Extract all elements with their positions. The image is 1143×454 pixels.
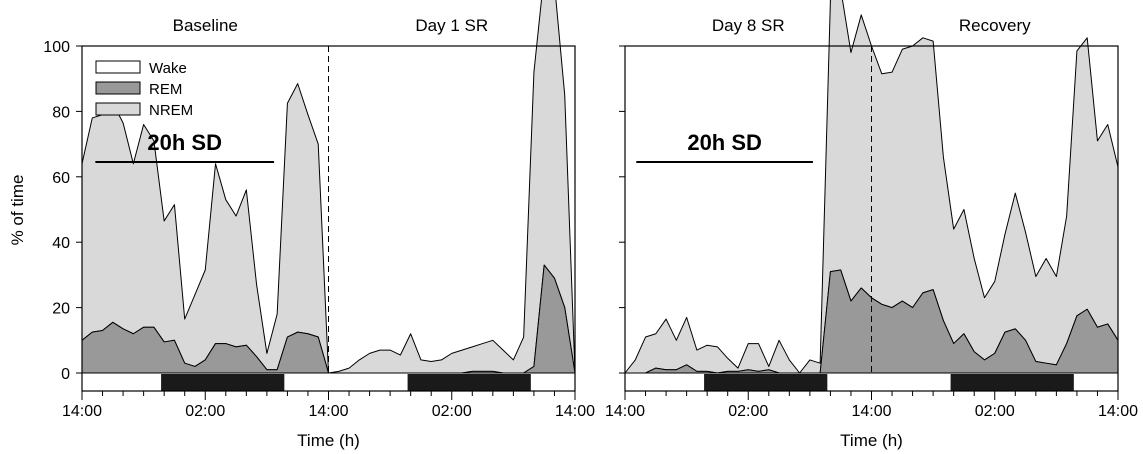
dark-period-bar: [704, 374, 828, 391]
legend-nrem-swatch: [95, 102, 141, 116]
dark-period-bar: [950, 374, 1074, 391]
period-label: Recovery: [959, 16, 1031, 35]
sd-annotation: 20h SD: [147, 130, 222, 155]
dark-period-bar: [407, 374, 531, 391]
x-tick-label: 14:00: [605, 403, 645, 420]
x-tick-label: 14:00: [851, 403, 891, 420]
period-label: Day 1 SR: [415, 16, 488, 35]
legend-wake-swatch: [95, 60, 141, 74]
y-tick-label: 40: [52, 235, 70, 252]
x-tick-label: 14:00: [1098, 403, 1138, 420]
y-tick-label: 80: [52, 104, 70, 121]
x-tick-label: 14:00: [308, 403, 348, 420]
y-tick-label: 100: [43, 39, 70, 56]
x-tick-label: 02:00: [975, 403, 1015, 420]
sd-annotation: 20h SD: [687, 130, 762, 155]
x-tick-label: 02:00: [185, 403, 225, 420]
dark-period-bar: [161, 374, 285, 391]
x-tick-label: 02:00: [728, 403, 768, 420]
x-tick-label: 14:00: [62, 403, 102, 420]
legend-rem-swatch: [95, 81, 141, 95]
x-axis-label: Time (h): [840, 431, 903, 450]
y-tick-label: 0: [61, 366, 70, 383]
x-axis-label: Time (h): [297, 431, 360, 450]
legend-wake-label: Wake: [149, 60, 187, 77]
x-tick-label: 14:00: [555, 403, 595, 420]
y-axis-label: % of time: [8, 175, 27, 246]
y-tick-label: 60: [52, 170, 70, 187]
x-tick-label: 02:00: [432, 403, 472, 420]
right-panel: Day 8 SR Recovery 14:00 02:00 14:00 02:00 14:0…: [605, 0, 1138, 450]
period-label: Day 8 SR: [712, 16, 785, 35]
y-tick-label: 20: [52, 301, 70, 318]
legend-rem-label: REM: [149, 81, 182, 98]
period-label: Baseline: [173, 16, 238, 35]
legend-nrem-label: NREM: [149, 102, 193, 119]
left-panel: Baseline Day 1 SR 14:00 02:00 14:00 02:00 14:0…: [43, 0, 595, 450]
